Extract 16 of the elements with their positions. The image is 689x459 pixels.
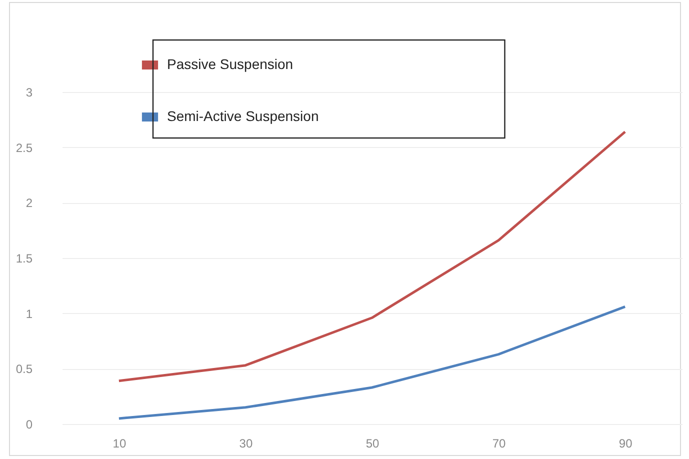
y-tick-label: 2.5 [16, 140, 33, 155]
x-tick-label: 90 [618, 436, 633, 450]
y-tick-label: 2 [26, 196, 33, 210]
y-tick-label: 1 [26, 306, 33, 321]
x-tick-label: 10 [112, 436, 126, 450]
x-tick-label: 30 [239, 436, 253, 450]
line-series [118, 305, 626, 420]
y-tick-label: 0 [26, 418, 33, 432]
x-tick-label: 70 [492, 436, 506, 450]
y-tick-label: 1.5 [16, 252, 33, 266]
y-tick-label: 0.5 [16, 362, 33, 376]
legend-label: Semi-Active Suspension [167, 108, 319, 124]
line-series [118, 130, 626, 382]
y-tick-label: 3 [26, 86, 33, 100]
legend-label: Passive Suspension [167, 56, 294, 72]
x-tick-label: 50 [366, 436, 380, 450]
